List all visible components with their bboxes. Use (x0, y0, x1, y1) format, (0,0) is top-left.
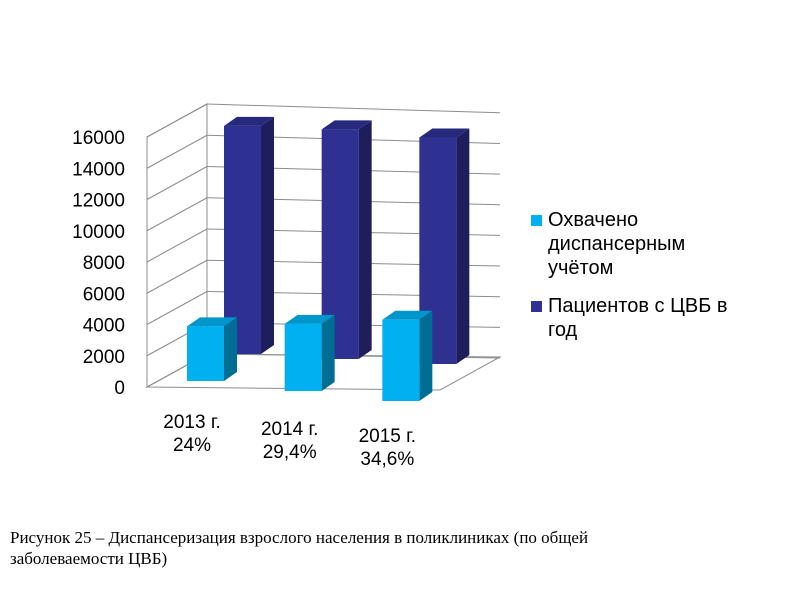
x-tick-label: 34,6% (360, 449, 414, 470)
x-tick-label: 2014 г. (261, 419, 318, 440)
y-tick-label: 12000 (72, 191, 125, 212)
legend-label: учётом (548, 257, 613, 279)
y-tick-label: 8000 (83, 253, 125, 274)
y-tick-label: 4000 (83, 316, 125, 337)
bar-series-2-top (321, 120, 372, 130)
gridline-depth (146, 103, 208, 138)
y-tick-label: 10000 (72, 222, 125, 243)
bar-series-2-side (261, 116, 274, 354)
bar-series-2-front (224, 125, 261, 354)
gridline-depth (146, 197, 208, 232)
bar-series-1 (187, 317, 237, 381)
bar-series-2-side (358, 120, 372, 359)
bar-series-1-front (284, 323, 322, 391)
figure-caption: Рисунок 25 – Диспансеризация взрослого н… (10, 527, 770, 569)
caption-line-2: заболеваемости ЦВБ) (10, 549, 168, 568)
bars (187, 116, 470, 401)
bar-series-1 (284, 314, 335, 391)
bar-series-2-top (224, 116, 274, 126)
bar-series-2-top (419, 128, 470, 138)
legend-label: год (548, 319, 578, 341)
gridline (206, 103, 501, 114)
gridline-depth (146, 134, 208, 169)
bar-series-1 (382, 310, 433, 401)
gridline-depth (146, 166, 208, 200)
legend-label: Охвачено (548, 209, 638, 231)
y-tick-label: 6000 (83, 284, 125, 305)
bar-series-1-side (321, 314, 335, 391)
x-tick-label: 29,4% (263, 442, 317, 463)
caption-line-1: Рисунок 25 – Диспансеризация взрослого н… (10, 528, 589, 547)
x-axis-labels: 2013 г.24% 2014 г.29,4% 2015 г.34,6% (163, 412, 416, 470)
y-tick-label: 16000 (72, 128, 125, 149)
y-tick-label: 2000 (83, 347, 125, 368)
x-tick-label: 24% (173, 435, 211, 456)
bar-series-1-front (187, 326, 224, 381)
bar-series-1-front (382, 319, 420, 401)
bar-series-1-side (224, 317, 237, 381)
x-tick-label: 2013 г. (163, 412, 220, 433)
legend-swatch (531, 215, 542, 226)
bar-series-1-side (419, 310, 433, 401)
x-tick-label: 2015 г. (359, 426, 416, 447)
bar-series-1-top (284, 314, 335, 324)
bar-series-1-top (382, 310, 433, 320)
bar-series-1-top (187, 317, 237, 327)
y-tick-label: 14000 (72, 159, 125, 180)
gridline-depth (146, 291, 208, 325)
y-tick-label: 0 (114, 378, 125, 399)
gridline-depth (146, 228, 208, 263)
bar-series-2-side (456, 128, 470, 364)
y-axis-ticks: 0 2000 4000 6000 8000 10000 12000 14000 16000 (72, 128, 125, 399)
legend-swatch (531, 301, 542, 312)
bar-series-2 (224, 116, 274, 354)
legend-label: диспансерным (548, 233, 685, 255)
gridline-depth (146, 259, 208, 294)
legend-label: Пациентов с ЦВБ в (548, 295, 728, 317)
